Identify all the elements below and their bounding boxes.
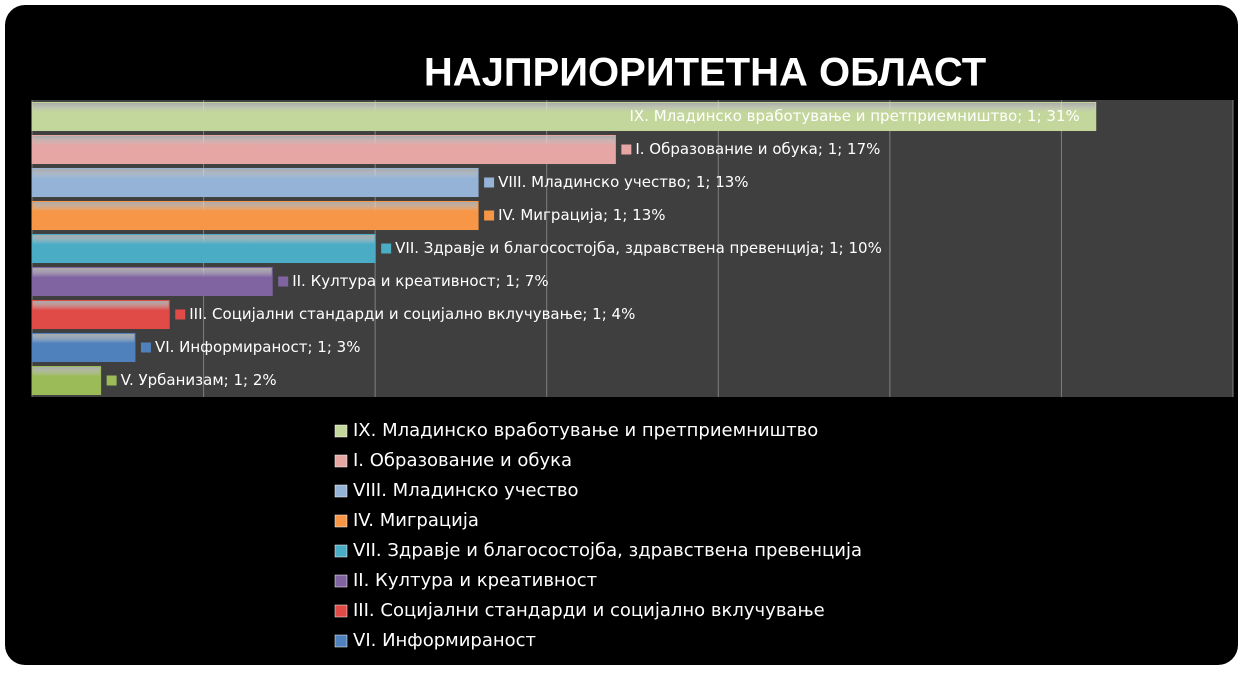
bar xyxy=(31,365,102,396)
data-label-key xyxy=(175,309,186,320)
legend-key xyxy=(334,634,348,648)
bar xyxy=(31,299,170,330)
legend-key xyxy=(334,604,348,618)
bar xyxy=(31,200,479,231)
data-label-key xyxy=(381,243,392,254)
legend-key xyxy=(334,424,348,438)
bar xyxy=(31,167,479,198)
legend-label: VIII. Младинско учество xyxy=(353,480,579,501)
data-label: V. Урбанизам; 1; 2% xyxy=(121,371,277,389)
legend-key xyxy=(334,454,348,468)
data-label-key xyxy=(140,342,151,353)
data-label-key xyxy=(106,375,117,386)
data-label: II. Култура и креативност; 1; 7% xyxy=(292,272,548,290)
legend-label: II. Култура и креативност xyxy=(353,570,597,591)
data-label-key xyxy=(484,177,495,188)
legend-key xyxy=(334,574,348,588)
legend-label: VII. Здравје и благосостојба, здравствен… xyxy=(353,540,862,561)
legend-key xyxy=(334,544,348,558)
data-label-key xyxy=(621,144,632,155)
data-label-key xyxy=(484,210,495,221)
bar xyxy=(31,266,273,297)
legend-label: VI. Информираност xyxy=(353,630,536,651)
legend-key xyxy=(334,514,348,528)
data-label: VI. Информираност; 1; 3% xyxy=(155,338,361,356)
data-label: IV. Миграција; 1; 13% xyxy=(498,206,665,224)
data-label-key xyxy=(278,276,289,287)
legend-label: IX. Младинско вработување и претприемниш… xyxy=(353,420,818,441)
legend-label: I. Образование и обука xyxy=(353,450,572,471)
chart-title: НАЈПРИОРИТЕТНА ОБЛАСТ xyxy=(424,51,986,95)
data-label: III. Социјални стандарди и социјално вкл… xyxy=(189,305,635,323)
legend-label: III. Социјални стандарди и социјално вкл… xyxy=(353,600,825,621)
data-label: I. Образование и обука; 1; 17% xyxy=(635,140,880,158)
legend-key xyxy=(334,484,348,498)
data-label: VII. Здравје и благосостојба, здравствен… xyxy=(395,239,882,257)
data-label-key xyxy=(1083,111,1094,122)
data-label: VIII. Младинско учество; 1; 13% xyxy=(498,173,748,191)
data-label: IX. Младинско вработување и претприемниш… xyxy=(630,107,1080,125)
bar xyxy=(31,101,1097,132)
bar xyxy=(31,233,376,264)
legend-label: IV. Миграција xyxy=(353,510,479,531)
bar xyxy=(31,332,136,363)
bar xyxy=(31,134,616,165)
